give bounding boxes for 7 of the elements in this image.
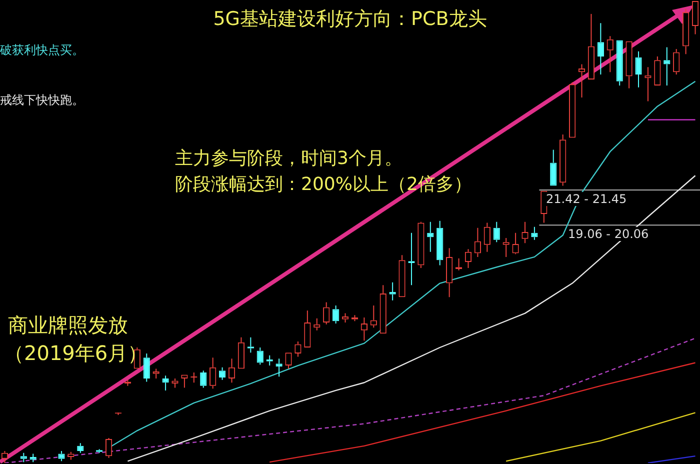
annotation: 19.06 - 20.06 — [568, 227, 649, 241]
annotation: 商业牌照发放 — [8, 312, 128, 339]
annotation: 戒线下快快跑。 — [0, 92, 84, 109]
annotation: 主力参与阶段，时间3个月。 — [175, 147, 402, 170]
annotation: 21.42 - 21.45 — [546, 192, 627, 206]
chart-title: 5G基站建设利好方向：PCB龙头 — [212, 7, 488, 32]
annotation: 破获利快点买。 — [0, 42, 84, 59]
